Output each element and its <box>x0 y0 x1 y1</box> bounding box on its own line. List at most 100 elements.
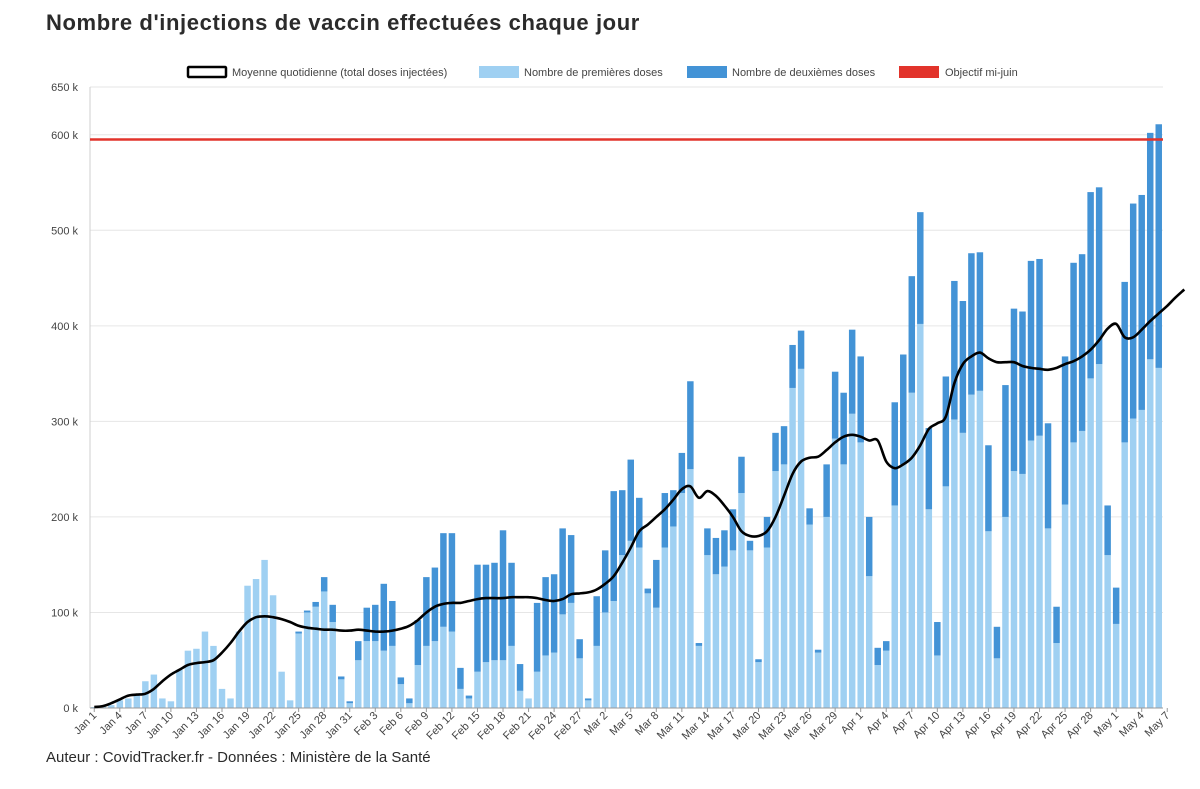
bar-first-dose <box>584 700 592 708</box>
bar-first-dose <box>985 531 992 708</box>
bar-first-dose <box>482 662 490 708</box>
bar-first-dose <box>993 658 1001 708</box>
bar-first-dose <box>499 660 507 708</box>
bar-second-dose <box>1010 308 1018 472</box>
legend-label-second: Nombre de deuxièmes doses <box>732 67 876 79</box>
bar-first-dose <box>1019 473 1026 708</box>
bar-first-dose <box>244 585 251 708</box>
bar-first-dose <box>1078 430 1086 708</box>
bar-first-dose <box>406 703 413 708</box>
x-tick-label: Jan 10 <box>144 710 176 742</box>
bar-second-dose <box>670 490 677 527</box>
bar-first-dose <box>704 555 711 708</box>
bar-second-dose <box>1070 262 1077 443</box>
bar-second-dose <box>780 426 788 465</box>
bar-second-dose <box>1104 505 1111 556</box>
bar-first-dose <box>491 660 498 708</box>
bar-second-dose <box>823 464 830 517</box>
bar-second-dose <box>1002 385 1009 517</box>
bar-first-dose <box>729 550 737 708</box>
bar-first-dose <box>882 650 890 708</box>
x-tick-label: Feb 6 <box>378 710 406 738</box>
bar-second-dose <box>1121 281 1128 443</box>
bar-first-dose <box>337 679 345 708</box>
bar-first-dose <box>823 516 830 708</box>
bar-first-dose <box>772 471 779 708</box>
bar-first-dose <box>908 392 916 708</box>
bar-second-dose <box>576 639 583 659</box>
bar-second-dose <box>406 698 413 704</box>
bar-second-dose <box>303 610 311 613</box>
bar-second-dose <box>891 402 898 506</box>
bar-first-dose <box>917 323 924 708</box>
x-tick-label: Mar 2 <box>582 710 610 738</box>
bar-first-dose <box>567 602 575 708</box>
x-tick-label: Jan 22 <box>246 710 278 742</box>
bar-first-dose <box>457 688 464 708</box>
bar-first-dose <box>601 612 609 708</box>
bar-second-dose <box>482 564 490 663</box>
y-tick-label: 200 k <box>51 512 78 524</box>
legend-swatch-objective <box>899 66 939 78</box>
y-tick-label: 0 k <box>63 703 78 715</box>
x-tick-label: May 1 <box>1092 710 1122 740</box>
bar-first-dose <box>840 464 847 708</box>
x-tick-label: Feb 27 <box>552 710 585 743</box>
overlays <box>90 138 1186 709</box>
bar-first-dose <box>516 690 524 708</box>
bar-second-dose <box>917 212 924 324</box>
x-tick-label: Jan 25 <box>272 710 304 742</box>
bar-first-dose <box>227 698 234 708</box>
bar-second-dose <box>1019 311 1026 474</box>
bar-first-dose <box>789 387 796 708</box>
bar-second-dose <box>985 445 992 532</box>
bar-second-dose <box>1087 192 1094 379</box>
bar-second-dose <box>491 562 498 661</box>
bar-first-dose <box>661 547 669 708</box>
bar-first-dose <box>670 526 677 708</box>
bar-first-dose <box>814 652 822 708</box>
bar-first-dose <box>329 622 336 708</box>
bar-first-dose <box>525 698 532 708</box>
bar-first-dose <box>976 390 984 708</box>
legend-swatch-average <box>186 65 228 79</box>
x-tick-label: Jan 4 <box>97 710 125 738</box>
bar-first-dose <box>636 547 643 708</box>
bar-first-dose <box>320 591 328 708</box>
bar-first-dose <box>414 665 422 708</box>
bar-first-dose <box>1112 623 1120 708</box>
x-tick-label: May 4 <box>1117 710 1147 740</box>
bar-first-dose <box>261 559 268 708</box>
x-tick-label: Jan 19 <box>221 710 253 742</box>
legend-swatch-first <box>479 66 519 78</box>
x-tick-label: Apr 4 <box>864 710 891 737</box>
bar-first-dose <box>295 633 302 708</box>
bar-second-dose <box>644 588 652 594</box>
bar-first-dose <box>627 540 634 708</box>
bar-first-dose <box>1146 359 1154 708</box>
bar-first-dose <box>738 493 745 708</box>
bar-first-dose <box>1155 367 1162 708</box>
y-tick-label: 100 k <box>51 607 78 619</box>
x-tick-label: Jan 31 <box>323 710 355 742</box>
bar-second-dose <box>704 528 711 556</box>
bar-second-dose <box>320 577 328 592</box>
x-tick-label: Jan 28 <box>297 710 329 742</box>
bar-second-dose <box>431 567 439 642</box>
bar-first-dose <box>900 464 907 708</box>
legend-label-average: Moyenne quotidienne (total doses injecté… <box>232 67 447 79</box>
bar-first-dose <box>874 665 881 708</box>
bar-second-dose <box>934 622 941 656</box>
bar-second-dose <box>559 528 566 615</box>
bar-first-dose <box>184 650 192 708</box>
bar-first-dose <box>389 645 396 708</box>
bar-first-dose <box>269 595 277 708</box>
bar-second-dose <box>1129 203 1137 419</box>
bar-first-dose <box>610 600 617 708</box>
bar-first-dose <box>678 493 686 708</box>
bar-first-dose <box>1036 435 1043 708</box>
bar-first-dose <box>116 700 124 708</box>
bar-second-dose <box>1155 124 1162 368</box>
bar-first-dose <box>797 368 805 708</box>
